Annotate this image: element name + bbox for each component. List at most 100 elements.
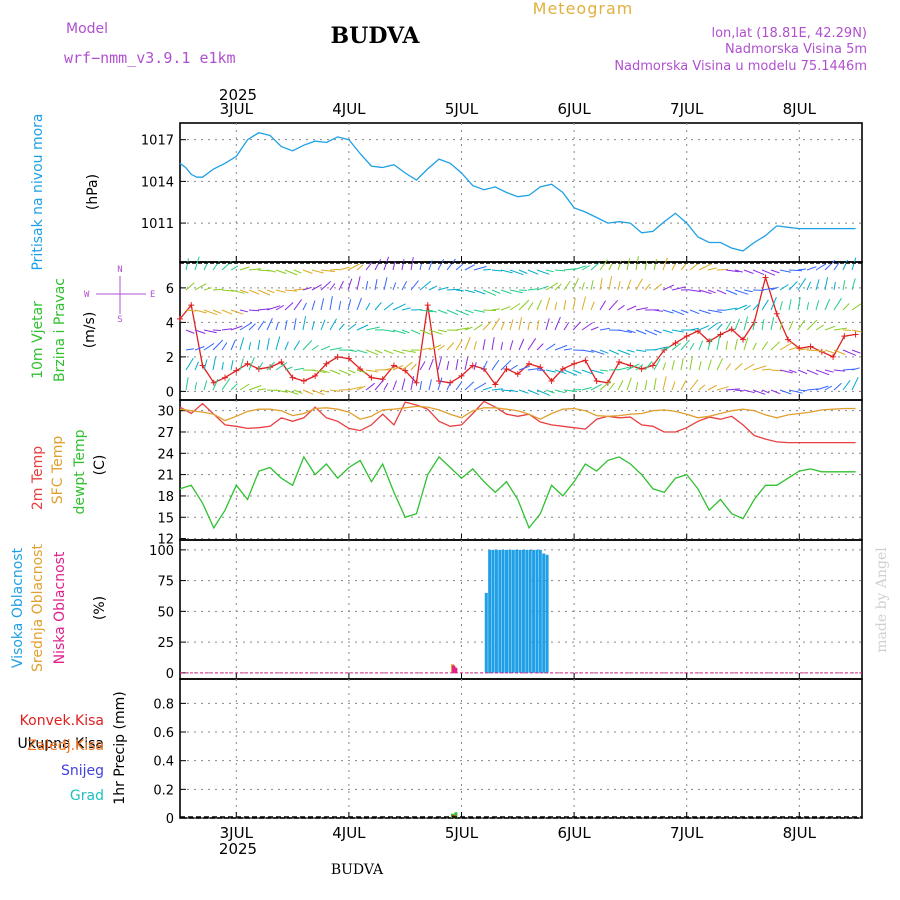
wind-arrow xyxy=(752,269,765,276)
watermark: made by Angel xyxy=(874,547,890,653)
wind-arrow xyxy=(635,307,648,311)
wind-speed-point xyxy=(278,359,285,366)
wind-arrow xyxy=(608,299,619,311)
wind-arrow xyxy=(851,377,859,391)
wind-arrow xyxy=(428,344,442,351)
wind-arrow xyxy=(365,261,373,271)
wind-arrow xyxy=(509,269,524,276)
wind-arrow xyxy=(455,289,464,292)
wind-arrow xyxy=(707,359,712,371)
wind-arrow xyxy=(797,268,806,271)
wind-speed-point xyxy=(345,355,352,362)
wind-arrow xyxy=(581,322,593,331)
wind-arrow xyxy=(329,268,340,271)
wind-arrow xyxy=(257,320,265,331)
wind-speed-point xyxy=(582,357,589,364)
wind-arrow xyxy=(338,280,344,291)
wind-arrow xyxy=(266,305,281,311)
wind-arrow xyxy=(419,280,432,291)
wind-arrow xyxy=(473,341,477,351)
wind-arrow xyxy=(320,345,331,351)
wind-arrow xyxy=(248,356,255,371)
pressure-unit: (hPa) xyxy=(85,174,101,210)
wind-arrow xyxy=(653,283,663,291)
wind-arrow xyxy=(266,317,273,331)
wind-arrow xyxy=(806,369,819,376)
wind-arrow xyxy=(824,325,836,331)
bar-visoka-oblacnost xyxy=(515,549,519,673)
wind-arrow xyxy=(554,302,558,311)
wind-arrow xyxy=(725,321,732,331)
wind-arrow xyxy=(275,322,279,331)
wind-arrow xyxy=(617,329,632,333)
wind-arrow xyxy=(851,349,861,354)
wind-arrow xyxy=(347,369,356,374)
wind-speed-point xyxy=(627,362,634,369)
wind-arrow xyxy=(635,278,643,291)
wind-arrow xyxy=(284,269,298,276)
wind-arrow xyxy=(446,342,455,351)
wind-arrow xyxy=(545,297,551,311)
wind-arrow xyxy=(689,342,695,351)
wind-arrow xyxy=(203,329,217,334)
wind-arrow xyxy=(410,280,419,291)
wind-arrow xyxy=(329,369,341,375)
wind-arrow xyxy=(779,369,793,374)
wind-arrow xyxy=(617,304,625,311)
wind-arrow xyxy=(689,289,701,293)
wind-arrow xyxy=(221,342,228,351)
wind-arrow xyxy=(572,265,587,271)
wind-arrow xyxy=(320,389,329,393)
wind-arrow xyxy=(761,389,770,394)
wind-arrow xyxy=(365,369,378,373)
wind-arrow xyxy=(833,297,842,311)
wind-arrow xyxy=(365,281,369,291)
wind-arrow xyxy=(221,362,224,371)
panel-frame xyxy=(179,122,863,263)
wind-arrow xyxy=(428,358,434,371)
wind-arrow xyxy=(770,296,777,311)
wind-arrow xyxy=(410,257,414,271)
wind-arrow xyxy=(644,361,653,371)
wind-arrow xyxy=(455,381,463,391)
wind-arrow xyxy=(203,287,212,291)
wind-arrow xyxy=(185,377,189,391)
precip-snow-label: Snijeg xyxy=(61,763,104,779)
wind-arrow xyxy=(653,346,668,351)
wind-arrow xyxy=(356,324,369,331)
wind-arrow xyxy=(284,389,299,395)
wind-arrow xyxy=(230,309,244,315)
wind-speed-point xyxy=(616,359,623,366)
wind-arrow xyxy=(554,369,567,375)
wind-arrow xyxy=(743,304,751,311)
wind-arrow xyxy=(230,289,245,294)
wind-arrow xyxy=(590,280,594,291)
wind-arrow xyxy=(752,365,767,371)
wind-arrow xyxy=(230,339,236,351)
wind-arrow xyxy=(266,338,270,351)
wind-arrow xyxy=(599,349,609,354)
wind-arrow xyxy=(482,289,497,296)
sfc-temp-label: SFC Temp xyxy=(50,436,66,505)
wind-arrow xyxy=(302,302,307,311)
wind-arrow xyxy=(248,323,256,331)
wind-arrow xyxy=(581,282,585,291)
wind-arrow xyxy=(455,327,469,331)
wind-arrow xyxy=(554,316,561,331)
wind-arrow xyxy=(401,349,416,353)
wind-arrow xyxy=(716,386,729,391)
wind-arrow xyxy=(797,278,807,291)
wind-arrow xyxy=(338,323,345,331)
panel-frame xyxy=(179,678,863,819)
wind-speed-point xyxy=(830,353,837,360)
wind-label-1: 10m Vjetar xyxy=(30,301,46,379)
wind-arrow xyxy=(302,340,313,351)
wind-arrow xyxy=(653,378,657,391)
wind-arrow xyxy=(212,378,219,391)
wind-arrow xyxy=(437,309,448,314)
wind-arrow xyxy=(383,302,394,311)
wind-arrow xyxy=(725,341,728,351)
wind-arrow xyxy=(599,300,607,311)
wind-arrow xyxy=(293,318,297,331)
